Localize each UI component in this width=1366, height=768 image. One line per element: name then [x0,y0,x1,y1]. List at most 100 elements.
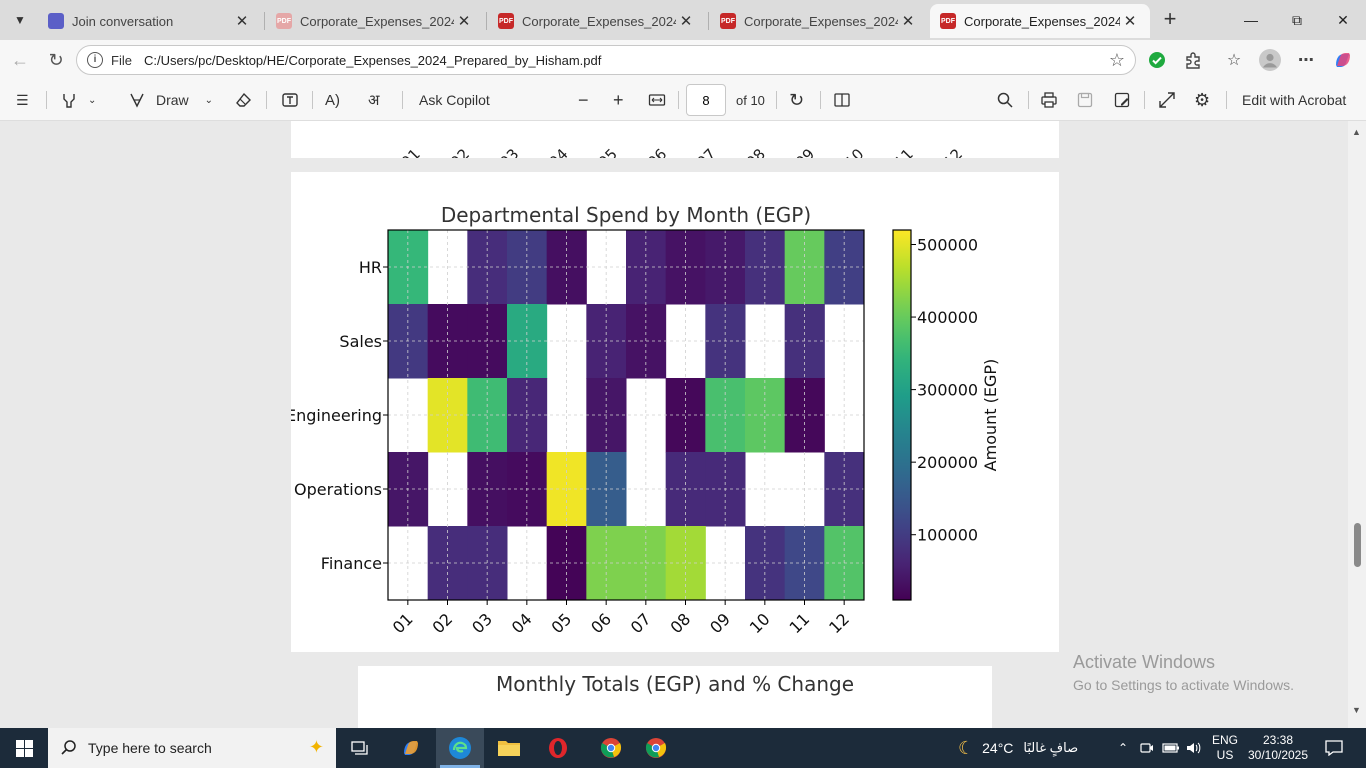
translate-icon: अ [368,92,380,109]
task-view-button[interactable] [340,728,380,768]
taskbar-chrome-app-2[interactable] [636,728,676,768]
favorite-star-icon[interactable]: ☆ [1108,50,1125,70]
close-tab-icon[interactable]: ✕ [1123,13,1137,30]
arrow-left-icon: ← [11,50,29,70]
zoom-in-button[interactable]: + [613,88,624,112]
draw-pen-icon [130,93,144,108]
chrome-browser-icon [600,738,622,758]
print-button[interactable] [1040,88,1058,112]
highlighter-icon [63,94,75,108]
minimize-window-button[interactable]: — [1228,0,1274,40]
read-aloud-button[interactable]: A) [325,88,340,112]
restore-window-button[interactable]: ⧉ [1274,0,1320,40]
more-options-icon[interactable]: ⋯ [1298,52,1314,69]
favorites-icon[interactable]: ☆ [1226,52,1242,69]
colorbar [892,229,912,601]
copilot-icon[interactable] [1332,49,1354,71]
pdf-page-current: Departmental Spend by Month (EGP) HR Sales… [286,172,1059,652]
rotate-button[interactable]: ↻ [789,88,804,112]
taskbar-edge-app[interactable] [436,728,484,768]
close-tab-icon[interactable]: ✕ [679,13,693,30]
keyboard-layout-code: US [1216,748,1234,762]
page-number-input[interactable] [686,84,726,116]
close-tab-icon[interactable]: ✕ [235,13,249,30]
tab-actions-menu-button[interactable]: ▼ [6,7,34,33]
plus-icon: + [613,89,624,110]
start-button[interactable] [0,728,48,768]
refresh-button[interactable]: ↻ [44,48,68,72]
gear-icon: ⚙ [1194,89,1211,110]
extensions-puzzle-icon[interactable] [1182,49,1204,71]
scroll-up-arrow-icon[interactable]: ▲ [1352,127,1361,137]
show-hidden-icons-button[interactable]: ⌃ [1112,728,1134,768]
find-button[interactable] [996,88,1014,112]
address-input[interactable]: i File C:/Users/pc/Desktop/HE/Corporate_… [76,45,1136,75]
toolbar-divider [1144,91,1145,109]
tab-corporate-expenses-3[interactable]: PDF Corporate_Expenses_2024_Prep ✕ [710,4,928,38]
extension-check-icon[interactable] [1146,49,1168,71]
erase-button[interactable] [235,88,253,112]
prev-page-tick-label: 2024-02 [416,145,473,158]
save-button[interactable] [1076,88,1094,112]
edit-with-acrobat-button[interactable]: Edit with Acrobat [1242,88,1346,112]
url-text[interactable]: C:/Users/pc/Desktop/HE/Corporate_Expense… [143,52,602,68]
fit-to-page-button[interactable] [648,88,666,112]
draw-button[interactable]: Draw ⌄ [128,88,213,112]
task-view-icon [351,741,368,755]
volume-tray-icon[interactable] [1184,728,1204,768]
scroll-down-arrow-icon[interactable]: ▼ [1352,705,1361,715]
add-text-button[interactable] [281,88,299,112]
clock-date: 30/10/2025 [1247,748,1309,762]
input-language-indicator[interactable]: ENG US [1206,728,1244,768]
prev-page-tick-label: 2024-10 [810,145,867,158]
toolbar-divider [1226,91,1227,109]
highlight-button[interactable]: ⌄ [60,88,96,112]
ask-copilot-button[interactable]: Ask Copilot [419,88,490,112]
weather-widget[interactable]: ☾ 24°C صافٍ غالبًا [958,728,1082,768]
weather-moon-icon: ☾ [958,737,975,758]
battery-tray-icon[interactable] [1160,728,1182,768]
zoom-out-button[interactable]: − [578,88,589,112]
taskbar-file-explorer-app[interactable] [486,728,532,768]
prev-page-tick-label: 2024-08 [712,145,769,158]
search-placeholder: Type here to search [88,740,212,756]
taskbar-clock[interactable]: 23:38 30/10/2025 [1246,728,1310,768]
search-highlight-icon: ✦ [308,737,324,757]
chevron-down-icon[interactable]: ⌄ [88,94,97,106]
pdf-toolbar: ☰ ⌄ Draw ⌄ A) अ Ask Copilot − + of 10 ↻ [0,80,1366,121]
minus-icon: − [578,89,589,110]
save-as-button[interactable] [1113,88,1131,112]
close-window-button[interactable]: ✕ [1320,0,1366,40]
toolbar-divider [402,91,403,109]
fullscreen-button[interactable] [1158,88,1176,112]
back-button[interactable]: ← [8,48,32,72]
tab-corporate-expenses-active[interactable]: PDF Corporate_Expenses_2024_Prep ✕ [930,4,1150,38]
profile-avatar-icon[interactable] [1259,49,1281,71]
tab-corporate-expenses-2[interactable]: PDF Corporate_Expenses_2024_Prep ✕ [488,4,706,38]
close-tab-icon[interactable]: ✕ [901,13,915,30]
pdf-file-icon: PDF [940,13,956,29]
contents-list-button[interactable]: ☰ [16,88,29,112]
notifications-button[interactable] [1316,728,1352,768]
taskbar-chrome-app[interactable] [588,728,634,768]
tab-corporate-expenses-1[interactable]: PDF Corporate_Expenses_2024_Prep ✕ [266,4,484,38]
meet-now-tray-icon[interactable] [1137,728,1157,768]
new-tab-button[interactable]: + [1158,8,1182,32]
vertical-scrollbar[interactable]: ▲ ▼ [1348,121,1366,728]
page-view-button[interactable] [833,88,851,112]
pdf-viewer[interactable]: 2024-012024-022024-032024-042024-052024-… [0,121,1366,728]
tab-join-conversation[interactable]: Join conversation ✕ [38,4,262,38]
translate-button[interactable]: अ [368,88,379,112]
text-box-icon [282,93,298,107]
chevron-down-icon[interactable]: ⌄ [204,94,214,106]
pdf-settings-button[interactable]: ⚙ [1194,88,1210,112]
info-icon[interactable]: i [87,52,103,68]
taskbar-search-input[interactable]: Type here to search ✦ [48,728,336,768]
close-tab-icon[interactable]: ✕ [457,13,471,30]
taskbar-copilot-app[interactable] [390,728,432,768]
refresh-icon: ↻ [48,50,64,70]
taskbar-opera-app[interactable] [536,728,580,768]
scrollbar-thumb[interactable] [1354,523,1361,567]
address-bar-row: ← ↻ i File C:/Users/pc/Desktop/HE/Corpor… [0,40,1366,80]
next-chart-title: Monthly Totals (EGP) and % Change [496,672,854,696]
